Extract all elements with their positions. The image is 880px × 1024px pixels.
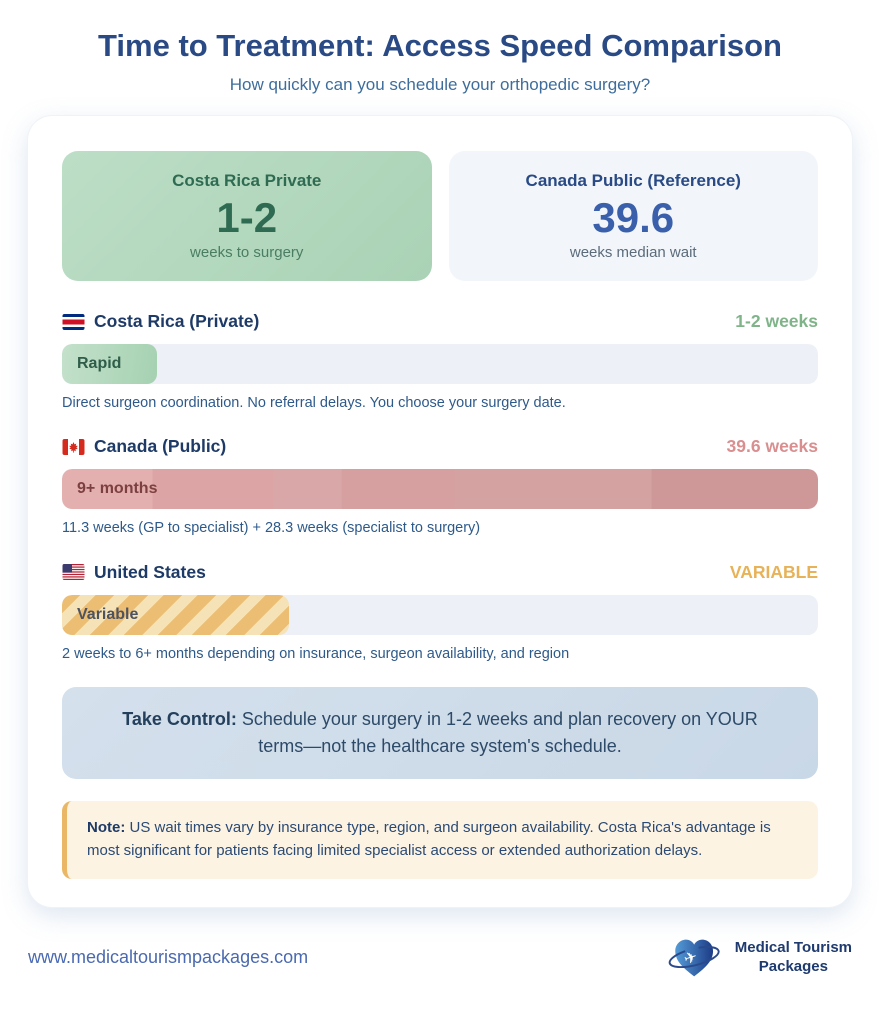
country-row-canada: Canada (Public) 39.6 weeks 9+ months 11.… — [62, 436, 818, 537]
note-label: Note: — [87, 819, 126, 837]
svg-text:✈: ✈ — [681, 947, 699, 968]
country-label: United States — [62, 562, 206, 583]
stat-card-value: 1-2 — [216, 194, 278, 242]
bar-label: Variable — [77, 605, 139, 623]
wait-time-value: 39.6 weeks — [726, 436, 818, 457]
note-box: Note: US wait times vary by insurance ty… — [62, 801, 818, 879]
stat-card-title: Costa Rica Private — [172, 171, 322, 191]
wait-time-value: VARIABLE — [729, 561, 818, 582]
united-states-flag-icon — [62, 564, 85, 581]
take-control-callout: Take Control: Schedule your surgery in 1… — [62, 687, 818, 780]
bar-track: Rapid — [62, 344, 818, 384]
stat-card-value: 39.6 — [592, 194, 675, 242]
heart-plane-logo-icon: ✈ — [668, 939, 720, 977]
bar-label: Rapid — [77, 355, 122, 372]
country-rows: Costa Rica (Private) 1-2 weeks Rapid Dir… — [62, 311, 818, 663]
row-header: Costa Rica (Private) 1-2 weeks — [62, 311, 818, 332]
wait-time-value: 1-2 weeks — [735, 311, 818, 331]
country-label: Costa Rica (Private) — [62, 311, 259, 332]
country-name: United States — [94, 561, 206, 582]
bar-track: Variable — [62, 594, 818, 635]
bar-fill-united-states: Variable — [62, 594, 289, 635]
country-row-costa-rica: Costa Rica (Private) 1-2 weeks Rapid Dir… — [62, 311, 818, 412]
brand-logo: ✈ Medical Tourism Packages — [668, 933, 852, 983]
costa-rica-flag-icon — [62, 313, 85, 330]
brand-name-line1: Medical Tourism — [734, 938, 852, 956]
comparison-card: Costa Rica Private 1-2 weeks to surgery … — [28, 116, 852, 907]
stat-card-caption: weeks median wait — [569, 243, 697, 261]
row-header: United States VARIABLE — [62, 562, 818, 583]
website-link[interactable]: www.medicaltourismpackages.com — [28, 947, 309, 968]
callout-label: Take Control: — [122, 709, 237, 730]
stat-card-costa-rica: Costa Rica Private 1-2 weeks to surgery — [62, 151, 432, 281]
row-description: 2 weeks to 6+ months depending on insura… — [62, 645, 570, 662]
brand-name-line2: Packages — [758, 957, 828, 975]
page-title: Time to Treatment: Access Speed Comparis… — [98, 28, 782, 63]
canada-flag-icon — [62, 438, 85, 455]
bar-track: 9+ months — [62, 469, 818, 510]
stat-card-caption: weeks to surgery — [190, 243, 304, 261]
bar-fill-canada: 9+ months — [62, 469, 818, 510]
row-description: Direct surgeon coordination. No referral… — [62, 395, 566, 411]
country-name: Canada (Public) — [94, 436, 227, 457]
country-row-united-states: United States VARIABLE Variable 2 weeks … — [62, 562, 818, 663]
row-header: Canada (Public) 39.6 weeks — [62, 436, 818, 457]
page-header: Time to Treatment: Access Speed Comparis… — [0, 0, 880, 95]
page-subtitle: How quickly can you schedule your orthop… — [229, 75, 651, 94]
row-description: 11.3 weeks (GP to specialist) + 28.3 wee… — [62, 520, 481, 537]
page-footer: www.medicaltourismpackages.com ✈ Medical… — [28, 933, 852, 983]
country-name: Costa Rica (Private) — [94, 311, 260, 331]
brand-logo-text: Medical Tourism Packages — [735, 939, 852, 977]
stat-cards-row: Costa Rica Private 1-2 weeks to surgery … — [62, 151, 818, 281]
note-text: US wait times vary by insurance type, re… — [87, 819, 771, 860]
bar-fill-costa-rica: Rapid — [62, 344, 157, 384]
callout-text: Schedule your surgery in 1-2 weeks and p… — [236, 709, 758, 757]
bar-label: 9+ months — [77, 480, 158, 498]
stat-card-title: Canada Public (Reference) — [525, 171, 741, 191]
stat-card-canada: Canada Public (Reference) 39.6 weeks med… — [448, 151, 818, 281]
country-label: Canada (Public) — [62, 436, 226, 457]
